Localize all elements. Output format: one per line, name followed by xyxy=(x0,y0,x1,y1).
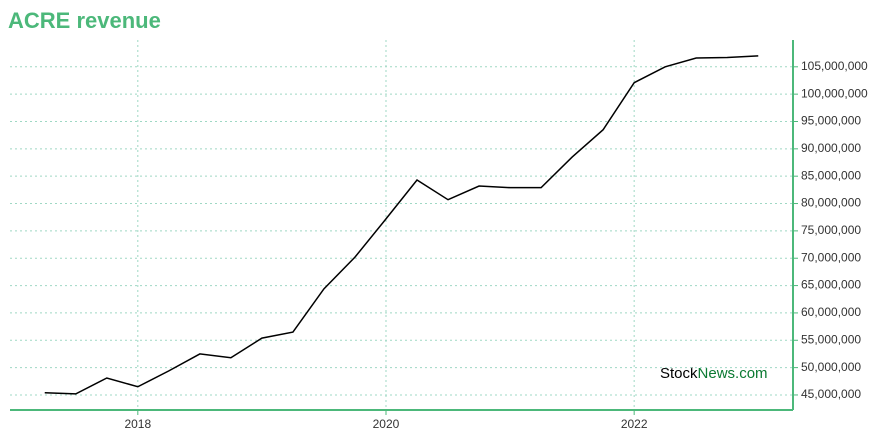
y-tick-label: 45,000,000 xyxy=(801,387,861,401)
watermark-part: Stock xyxy=(660,365,698,382)
x-tick-label: 2020 xyxy=(373,417,400,431)
x-tick-label: 2018 xyxy=(124,417,151,431)
y-tick-label: 90,000,000 xyxy=(801,141,861,155)
y-tick-label: 70,000,000 xyxy=(801,250,861,264)
y-tick-label: 85,000,000 xyxy=(801,168,861,182)
x-tick-label: 2022 xyxy=(621,417,648,431)
y-tick-label: 80,000,000 xyxy=(801,196,861,210)
watermark-part: News.com xyxy=(698,365,768,382)
y-tick-label: 75,000,000 xyxy=(801,223,861,237)
y-tick-label: 55,000,000 xyxy=(801,332,861,346)
watermark: StockNews.com xyxy=(660,365,768,382)
y-tick-label: 50,000,000 xyxy=(801,360,861,374)
y-tick-label: 95,000,000 xyxy=(801,114,861,128)
y-tick-label: 65,000,000 xyxy=(801,278,861,292)
chart-title: ACRE revenue xyxy=(8,8,161,33)
y-tick-label: 105,000,000 xyxy=(801,59,868,73)
y-tick-label: 100,000,000 xyxy=(801,86,868,100)
y-tick-label: 60,000,000 xyxy=(801,305,861,319)
series-line xyxy=(44,55,759,395)
